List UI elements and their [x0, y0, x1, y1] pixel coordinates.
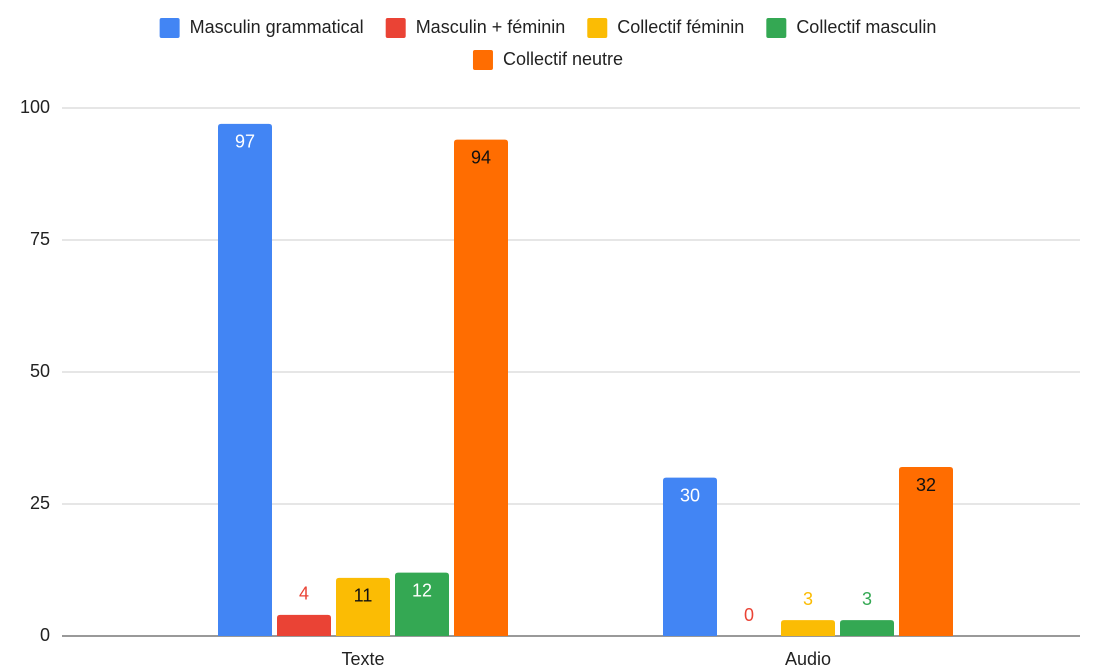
bar	[336, 577, 390, 636]
y-tick-label: 50	[30, 361, 50, 381]
x-tick-label: Audio	[785, 649, 831, 668]
legend-label: Collectif neutre	[503, 49, 623, 69]
data-label: 3	[862, 589, 872, 609]
data-label: 4	[299, 584, 309, 604]
y-tick-label: 75	[30, 229, 50, 249]
data-label: 0	[744, 605, 754, 625]
data-label: 32	[916, 475, 936, 495]
data-label: 12	[412, 580, 432, 600]
bar	[395, 572, 449, 636]
x-tick-label: Texte	[341, 649, 384, 668]
bar	[454, 139, 508, 636]
y-tick-label: 100	[20, 97, 50, 117]
data-label: 3	[803, 589, 813, 609]
bar	[277, 614, 331, 636]
data-label: 94	[471, 147, 491, 167]
bar	[781, 620, 835, 636]
bar	[840, 620, 894, 636]
legend-label: Masculin + féminin	[416, 17, 566, 37]
legend-swatch	[385, 18, 406, 38]
bar	[218, 123, 272, 637]
legend-label: Collectif féminin	[617, 17, 744, 37]
y-tick-label: 0	[40, 625, 50, 645]
bar	[899, 467, 953, 636]
y-tick-label: 25	[30, 493, 50, 513]
legend-swatch	[766, 18, 787, 38]
legend-swatch	[159, 18, 180, 38]
bar	[663, 477, 717, 636]
legend-swatch	[587, 18, 608, 38]
data-label: 30	[680, 485, 700, 505]
data-label: 97	[235, 132, 255, 152]
legend-label: Collectif masculin	[796, 17, 936, 37]
data-label: 11	[354, 586, 373, 606]
legend-label: Masculin grammatical	[190, 17, 364, 37]
legend-swatch	[472, 50, 493, 70]
